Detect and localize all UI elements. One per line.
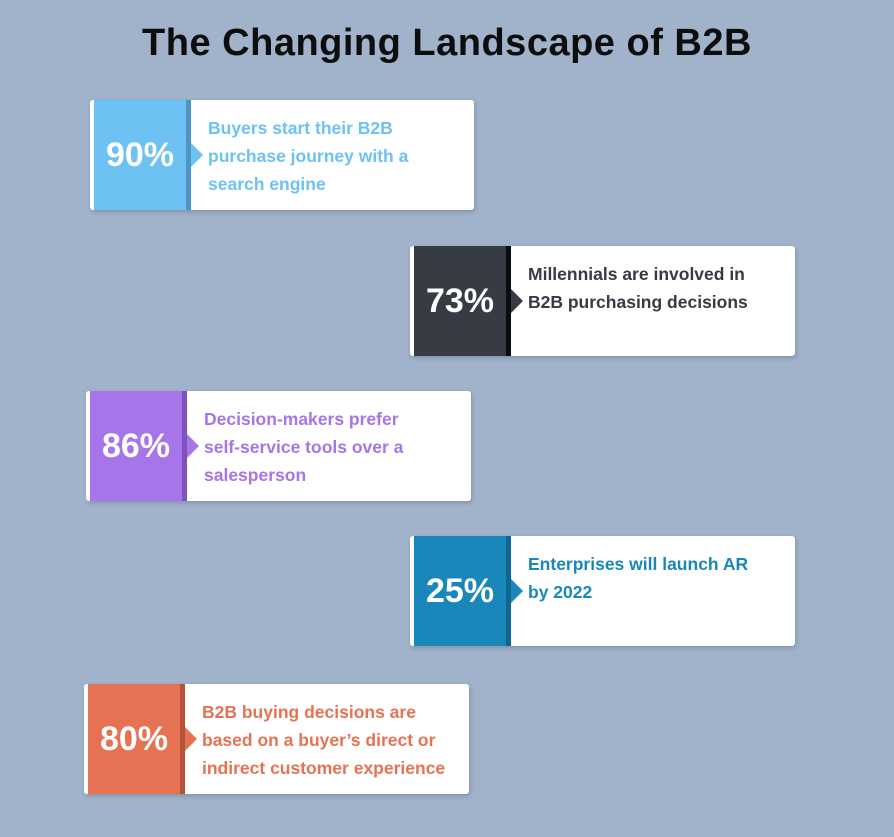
stat-value: 90% <box>105 135 175 174</box>
stat-description-line: B2B purchasing decisions <box>528 292 748 312</box>
stat-description-line: Decision-makers prefer <box>204 409 399 429</box>
stat-description-line: indirect customer experience <box>202 758 446 778</box>
stat-card-3: 86% Decision-makers prefer self-service … <box>86 391 471 501</box>
stat-description-line: search engine <box>208 174 326 194</box>
stat-card-1: 90% Buyers start their B2B purchase jour… <box>90 100 474 210</box>
stat-description: Enterprises will launch AR by 2022 <box>528 550 785 606</box>
stat-value: 86% <box>101 426 171 465</box>
stat-description-line: Enterprises will launch AR <box>528 554 749 574</box>
stat-badge: 90% <box>94 100 203 210</box>
stat-value: 25% <box>425 571 495 610</box>
stat-badge: 86% <box>90 391 199 501</box>
stat-description-line: salesperson <box>204 465 307 485</box>
stat-card-4: 25% Enterprises will launch AR by 2022 <box>410 536 795 646</box>
stat-description-line: Millennials are involved in <box>528 264 745 284</box>
stat-description-line: based on a buyer’s direct or <box>202 730 436 750</box>
stat-badge: 80% <box>88 684 197 794</box>
stat-description-line: Buyers start their B2B <box>208 118 393 138</box>
stat-card-2: 73% Millennials are involved in B2B purc… <box>410 246 795 356</box>
stat-description-line: purchase journey with a <box>208 146 409 166</box>
page-title: The Changing Landscape of B2B <box>142 22 752 64</box>
stat-value: 73% <box>425 281 495 320</box>
stat-description-line: by 2022 <box>528 582 593 602</box>
stat-description: Buyers start their B2B purchase journey … <box>208 114 464 198</box>
stat-description-line: self-service tools over a <box>204 437 404 457</box>
stat-card-5: 80% B2B buying decisions are based on a … <box>84 684 469 794</box>
stat-description: Millennials are involved in B2B purchasi… <box>528 260 785 316</box>
stat-description: Decision-makers prefer self-service tool… <box>204 405 461 489</box>
stat-description: B2B buying decisions are based on a buye… <box>202 698 459 782</box>
stat-badge: 25% <box>414 536 523 646</box>
stat-description-line: B2B buying decisions are <box>202 702 416 722</box>
stat-value: 80% <box>99 719 169 758</box>
stat-badge: 73% <box>414 246 523 356</box>
